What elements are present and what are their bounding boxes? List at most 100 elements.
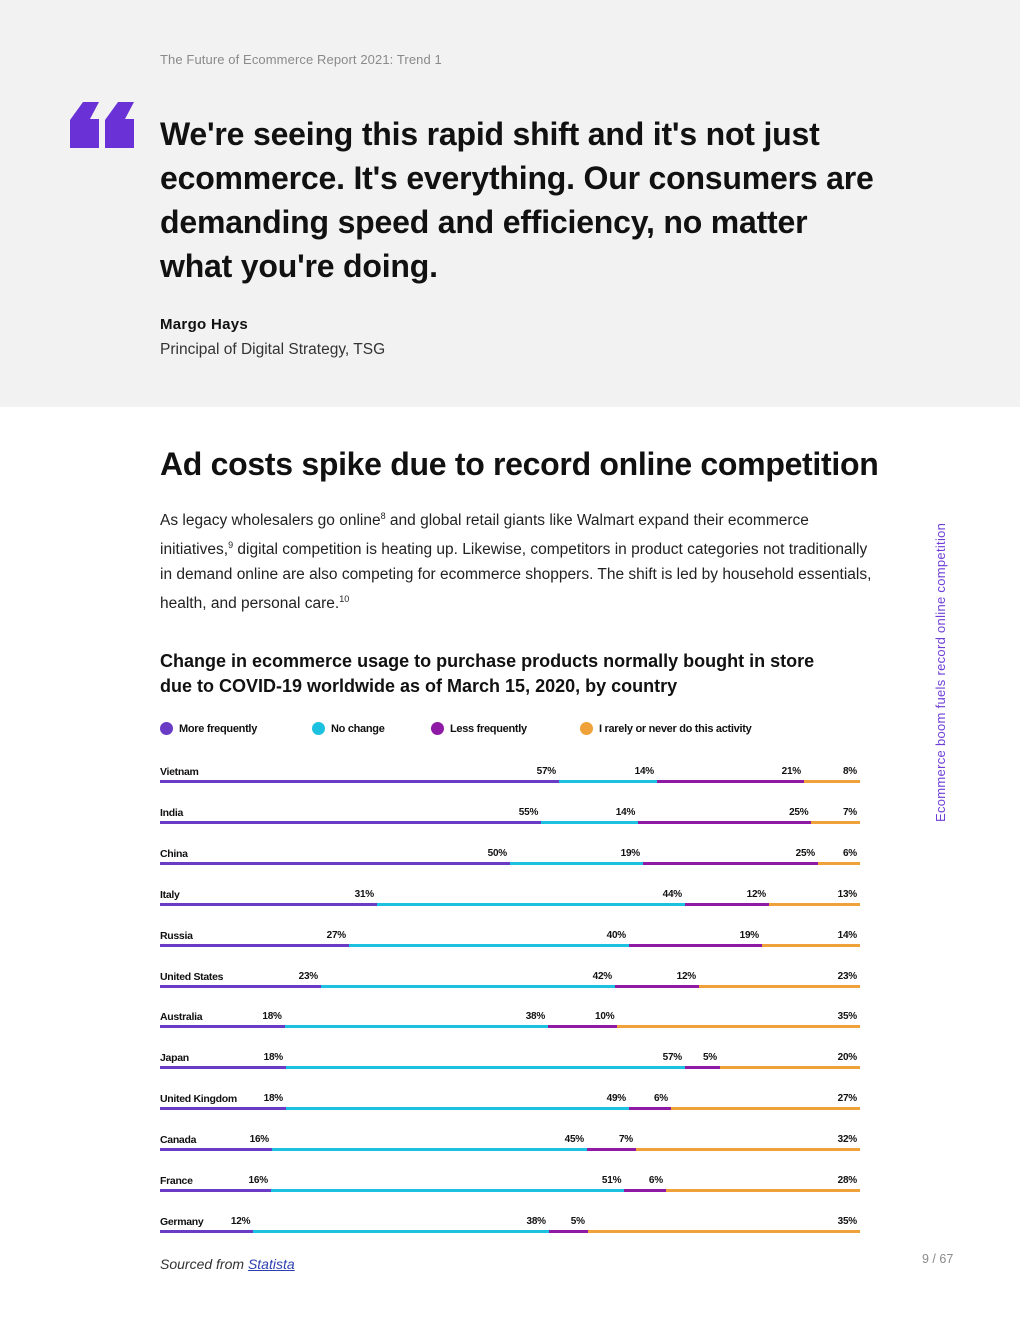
data-label: 14% (634, 766, 655, 777)
country-label: France (160, 1175, 193, 1187)
data-label: 16% (248, 1175, 268, 1186)
data-label: 32% (837, 1134, 858, 1146)
bar-segment (349, 943, 629, 947)
data-label: 6% (648, 1175, 663, 1186)
bar-segment (685, 1066, 720, 1070)
source-note: Sourced from Statista (160, 1256, 295, 1272)
bar-segment (818, 861, 860, 865)
data-label: 7% (842, 806, 857, 818)
data-label: 51% (601, 1175, 622, 1186)
bar-segment (559, 780, 657, 783)
bar-segment (657, 780, 804, 783)
chart-row: Vietnam 57% 14% 21% 8% (160, 760, 860, 788)
bar-segment (272, 1148, 587, 1152)
bar-segment (321, 984, 615, 988)
bar-segment (160, 984, 321, 988)
data-label: 5% (702, 1052, 717, 1064)
section-title: Ad costs spike due to record online comp… (160, 446, 879, 482)
data-label: 57% (536, 766, 557, 777)
data-label: 13% (837, 888, 858, 900)
bar-segment (286, 1066, 685, 1070)
data-label: 23% (298, 970, 319, 982)
data-label: 35% (837, 1215, 858, 1227)
footnote-ref-9[interactable]: 9 (228, 540, 234, 551)
bar-segment (160, 820, 542, 824)
country-label: Vietnam (160, 766, 199, 778)
data-label: 14% (837, 929, 858, 941)
data-label: 21% (781, 766, 802, 777)
bar-segment (811, 820, 860, 824)
footnote-ref-10[interactable]: 10 (339, 594, 350, 605)
legend-label: Less frequently (450, 722, 527, 735)
data-label: 25% (795, 847, 816, 859)
bar-segment (685, 902, 769, 906)
data-label: 12% (230, 1215, 251, 1227)
country-label: Canada (160, 1134, 197, 1147)
side-section-label: Ecommerce boom fuels record online compe… (933, 522, 948, 822)
country-label: United States (160, 970, 224, 983)
bar-segment (160, 861, 510, 865)
statista-link[interactable]: Statista (247, 1256, 295, 1272)
data-label: 27% (326, 929, 347, 941)
chart-row: China 50% 19% 25% 6% (160, 842, 860, 870)
bar-segment (617, 1025, 860, 1029)
source-prefix: Sourced from (160, 1256, 245, 1272)
country-label: United Kingdom (160, 1093, 237, 1106)
bar-segment (541, 820, 639, 824)
bar-segment (286, 1107, 629, 1111)
legend-label: No change (331, 722, 385, 735)
bar-segment (587, 1148, 636, 1152)
chart-row: Russia 27% 40% 19% 14% (160, 924, 860, 952)
data-label: 55% (518, 806, 539, 818)
chart-title: Change in ecommerce usage to purchase pr… (160, 651, 815, 696)
chart-row: United States 23% 42% 12% 23% (160, 965, 860, 993)
data-label: 18% (263, 1052, 284, 1064)
data-label: 38% (525, 1011, 546, 1023)
bar-segment (548, 1025, 618, 1029)
data-label: 5% (570, 1215, 585, 1227)
bar-segment (615, 984, 699, 988)
stacked-bar-chart: Vietnam 57% 14% 21% 8% India 55% 14% 25% 7% China 5… (160, 760, 860, 1240)
bar-segment (284, 1025, 549, 1029)
data-label: 57% (662, 1052, 683, 1064)
data-label: 19% (620, 847, 641, 859)
footnote-ref-8[interactable]: 8 (380, 511, 386, 521)
bar-segment (629, 943, 762, 947)
bar-segment (587, 1229, 860, 1233)
quote-text: We're seeing this rapid shift and it's n… (160, 116, 874, 284)
body-text-1: As legacy wholesalers go online (160, 512, 381, 530)
country-label: China (160, 847, 188, 860)
bar-segment (160, 1107, 286, 1111)
data-label: 44% (662, 888, 683, 900)
running-head: The Future of Ecommerce Report 2021: Tre… (160, 52, 442, 67)
legend-swatch (431, 722, 444, 735)
data-label: 35% (837, 1011, 858, 1023)
data-label: 31% (354, 888, 375, 900)
bar-segment (638, 820, 812, 824)
data-label: 19% (739, 929, 760, 941)
bar-segment (377, 902, 685, 906)
data-label: 23% (837, 970, 858, 982)
legend-item: Less frequently (431, 722, 527, 735)
data-label: 25% (789, 806, 809, 818)
chart-row: Japan 18% 57% 5% 20% (160, 1046, 860, 1074)
data-label: 18% (262, 1011, 282, 1023)
bar-segment (160, 1025, 285, 1029)
data-label: 16% (249, 1134, 270, 1146)
quote-author: Margo Hays (160, 316, 249, 333)
data-label: 14% (615, 806, 636, 818)
data-label: 6% (653, 1093, 668, 1105)
data-label: 38% (526, 1215, 546, 1227)
legend-swatch (580, 722, 593, 735)
bar-segment (160, 1066, 286, 1070)
chart-row: India 55% 14% 25% 7% (160, 801, 860, 829)
chart-legend: More frequently No change Less frequently I… (160, 722, 860, 738)
body-paragraph: As legacy wholesalers go online8 and glo… (160, 504, 880, 616)
legend-swatch (160, 722, 173, 735)
bar-segment (643, 861, 818, 865)
data-label: 45% (564, 1134, 585, 1146)
body-text-2: and global retail giants like Walmart ex… (160, 512, 809, 559)
body-text-3: digital competition is heating up. Likew… (160, 541, 872, 613)
data-label: 7% (618, 1134, 633, 1146)
bar-segment (160, 943, 349, 947)
